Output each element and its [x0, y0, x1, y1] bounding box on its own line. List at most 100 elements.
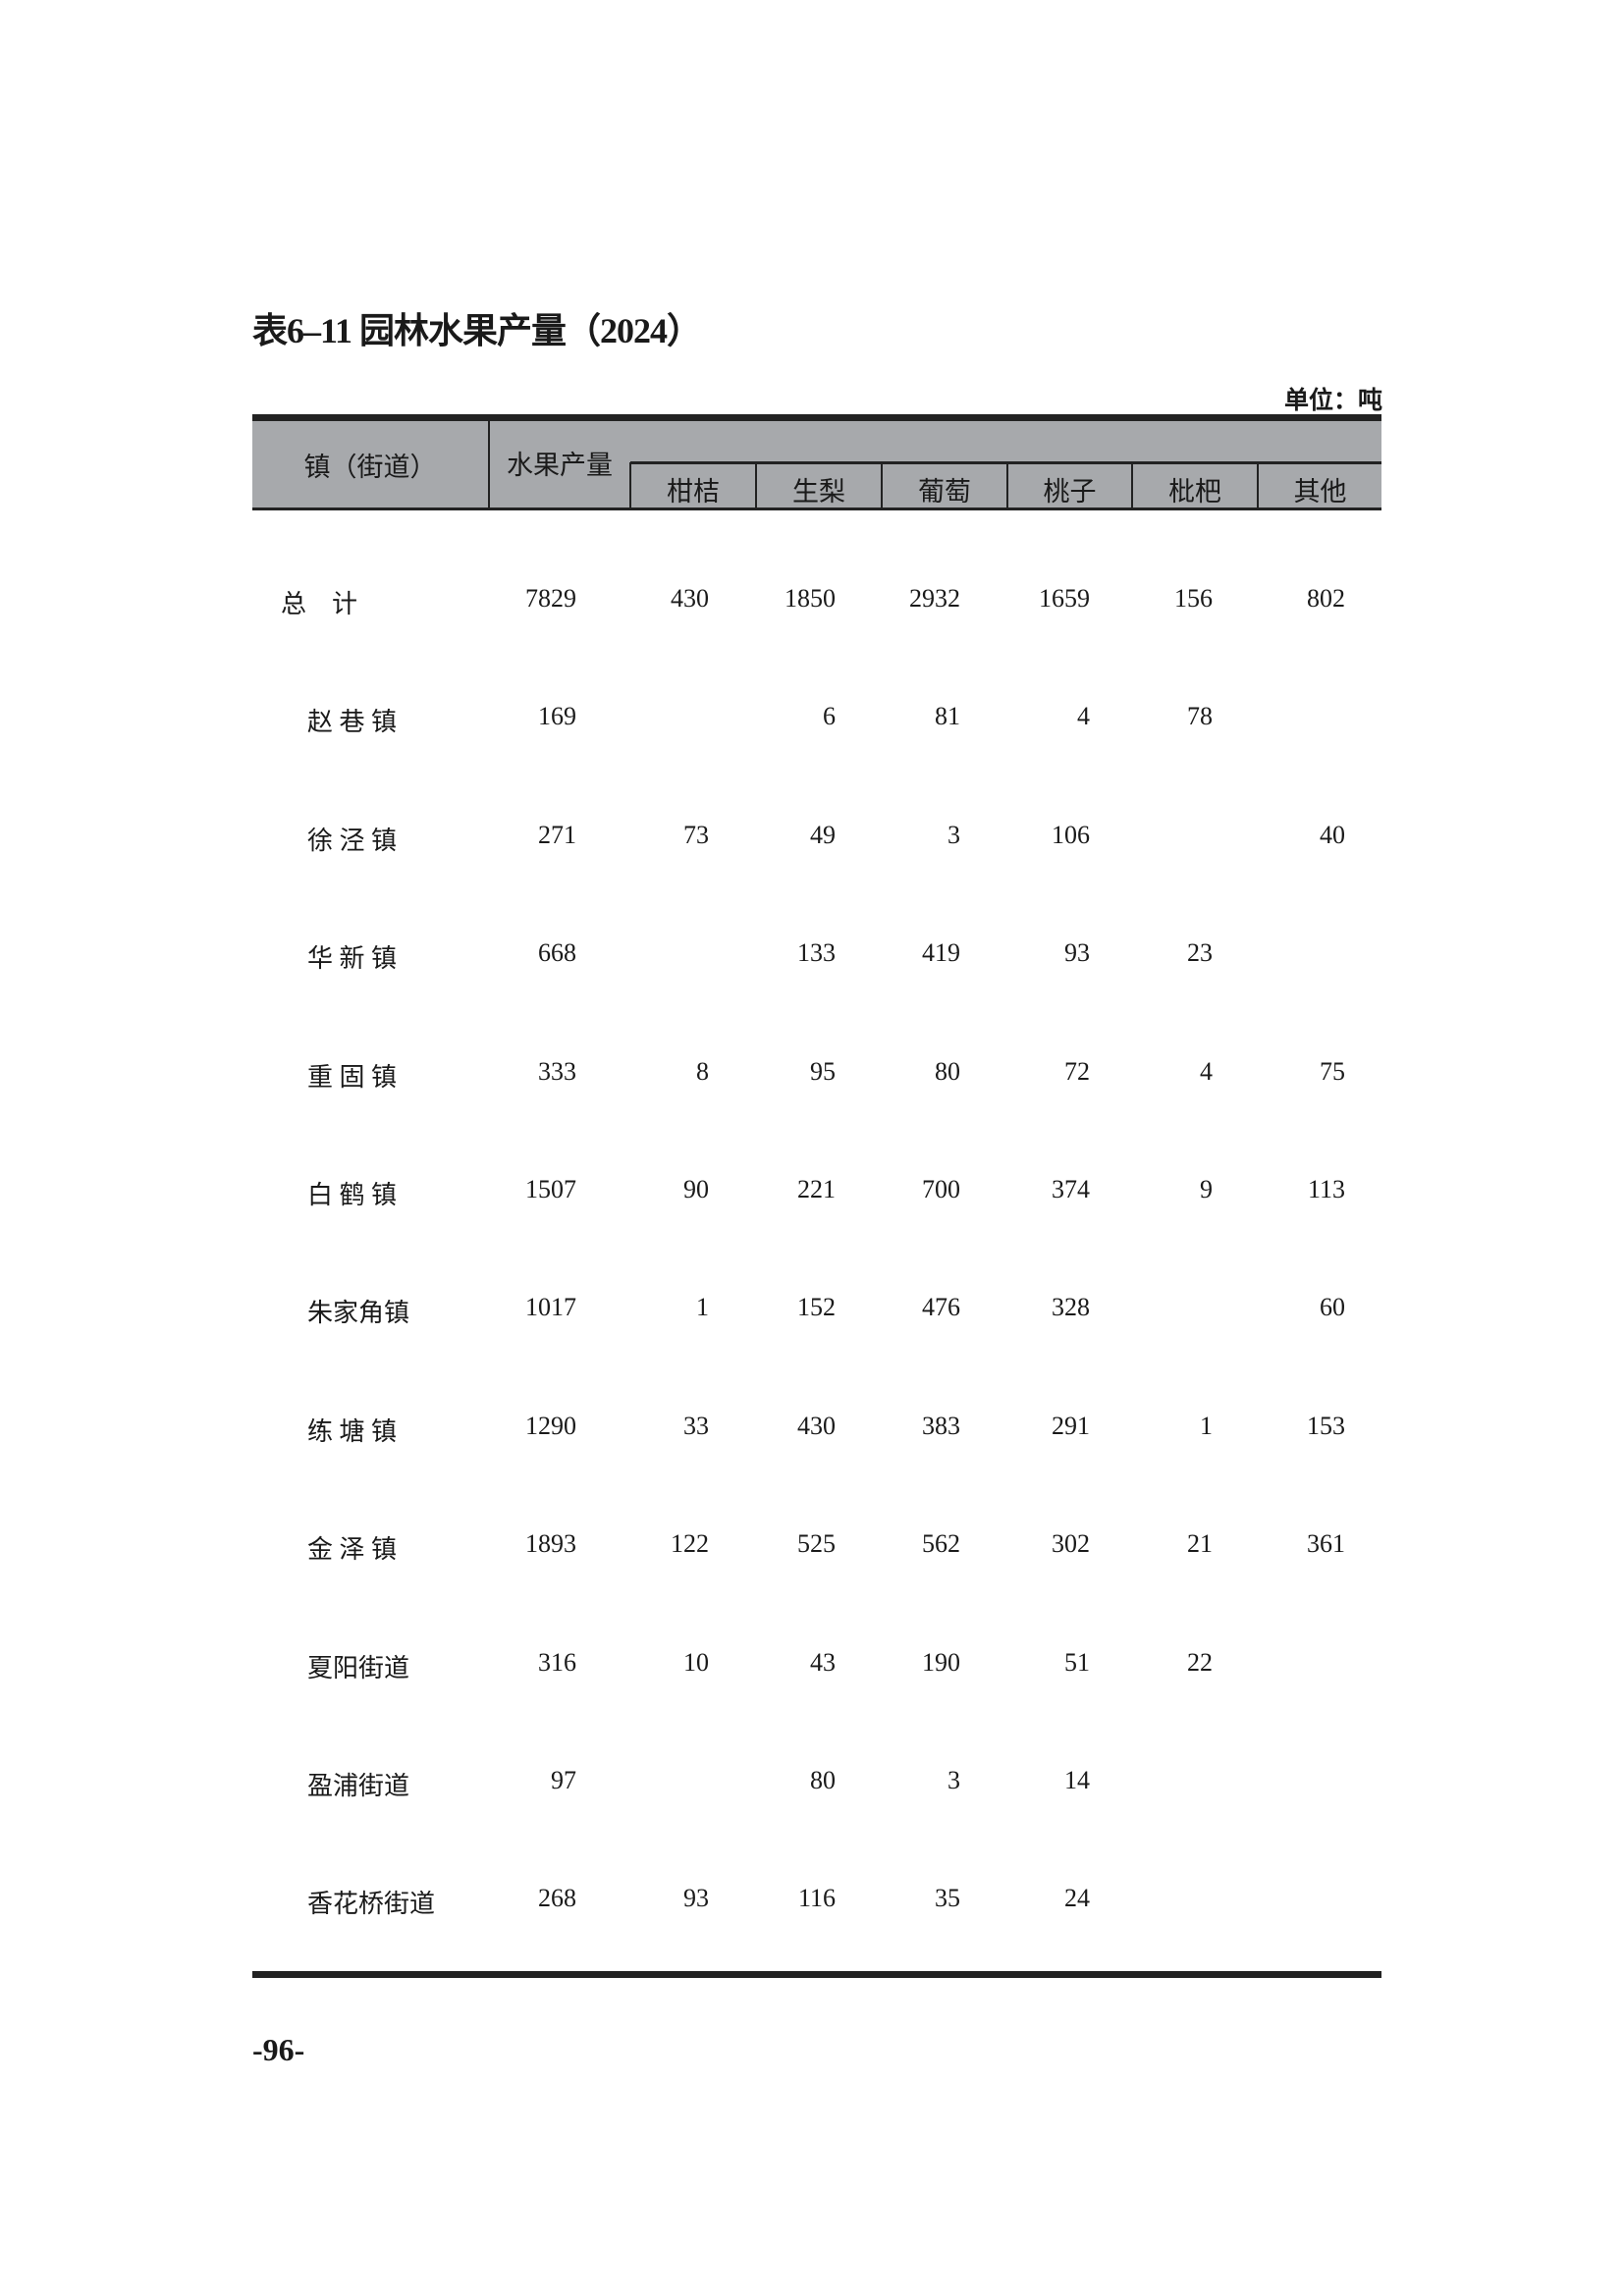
- row-label: 朱家角镇: [307, 1299, 410, 1328]
- divider: [1131, 462, 1133, 507]
- cell-value: 430: [797, 1411, 836, 1440]
- cell-value: 22: [1187, 1647, 1213, 1677]
- cell-value: 1: [1200, 1411, 1213, 1440]
- cell-value: 4: [1077, 702, 1090, 731]
- row-label: 总 计: [281, 590, 358, 618]
- header-region: 镇（街道）: [303, 453, 437, 482]
- cell-value: 1659: [1039, 584, 1090, 613]
- unit-label: 单位：吨: [1283, 388, 1382, 414]
- cell-value: 113: [1307, 1175, 1345, 1203]
- cell-value: 33: [683, 1411, 709, 1440]
- header-fruit: 柑桔: [667, 477, 720, 507]
- cell-value: 153: [1307, 1411, 1345, 1440]
- table-row: 白 鹤 镇 1507 90 221 700 374 9 113: [0, 1175, 1624, 1214]
- cell-value: 268: [538, 1884, 576, 1913]
- cell-value: 116: [797, 1884, 836, 1913]
- divider: [881, 462, 883, 507]
- cell-value: 152: [797, 1293, 836, 1322]
- cell-value: 374: [1052, 1175, 1090, 1203]
- table-row: 重 固 镇 333 8 95 80 72 4 75: [0, 1057, 1624, 1096]
- cell-value: 7829: [525, 584, 576, 613]
- row-label: 白 鹤 镇: [307, 1181, 398, 1209]
- cell-value: 73: [683, 820, 709, 849]
- cell-value: 221: [797, 1175, 836, 1203]
- header-fruit: 桃子: [1043, 477, 1097, 507]
- cell-value: 1: [696, 1293, 709, 1322]
- cell-value: 361: [1307, 1529, 1345, 1559]
- cell-value: 9: [1200, 1175, 1213, 1203]
- cell-value: 35: [935, 1884, 960, 1913]
- cell-value: 23: [1187, 938, 1213, 968]
- cell-value: 51: [1064, 1647, 1090, 1677]
- header-fruit: 其他: [1293, 477, 1347, 507]
- subheader-rule: [630, 461, 1381, 464]
- table-header: 镇（街道） 水果产量 柑桔 生梨 葡萄 桃子 枇杷 其他: [252, 421, 1381, 510]
- table-row: 练 塘 镇 1290 33 430 383 291 1 153: [0, 1412, 1624, 1451]
- table-row: 金 泽 镇 1893 122 525 562 302 21 361: [0, 1529, 1624, 1569]
- cell-value: 190: [922, 1647, 960, 1677]
- divider: [488, 421, 490, 507]
- bottom-rule: [252, 1971, 1381, 1978]
- cell-value: 60: [1320, 1293, 1345, 1322]
- cell-value: 10: [683, 1647, 709, 1677]
- header-fruit: 生梨: [792, 477, 845, 507]
- divider: [1006, 462, 1008, 507]
- cell-value: 383: [922, 1411, 960, 1440]
- cell-value: 668: [538, 938, 576, 968]
- cell-value: 97: [551, 1766, 576, 1794]
- divider: [629, 462, 631, 507]
- cell-value: 122: [671, 1529, 709, 1559]
- cell-value: 49: [810, 820, 836, 849]
- cell-value: 562: [922, 1529, 960, 1559]
- row-label: 徐 泾 镇: [307, 826, 398, 855]
- cell-value: 156: [1174, 584, 1213, 613]
- cell-value: 93: [683, 1884, 709, 1913]
- cell-value: 24: [1064, 1884, 1090, 1913]
- cell-value: 133: [797, 938, 836, 968]
- header-fruit: 枇杷: [1168, 477, 1221, 507]
- cell-value: 3: [947, 820, 960, 849]
- table-row: 香花桥街道 268 93 116 35 24: [0, 1884, 1624, 1923]
- cell-value: 81: [935, 702, 960, 731]
- cell-value: 525: [797, 1529, 836, 1559]
- cell-value: 4: [1200, 1056, 1213, 1086]
- table-row: 朱家角镇 1017 1 152 476 328 60: [0, 1293, 1624, 1332]
- row-label: 华 新 镇: [307, 944, 398, 974]
- table-row: 华 新 镇 668 133 419 93 23: [0, 938, 1624, 978]
- table-row: 盈浦街道 97 80 3 14: [0, 1766, 1624, 1805]
- cell-value: 40: [1320, 820, 1345, 849]
- cell-value: 328: [1052, 1293, 1090, 1322]
- row-label: 重 固 镇: [307, 1062, 398, 1092]
- top-rule: [252, 414, 1381, 421]
- cell-value: 72: [1064, 1056, 1090, 1086]
- cell-value: 333: [538, 1056, 576, 1086]
- cell-value: 75: [1320, 1056, 1345, 1086]
- table-row: 赵 巷 镇 169 6 81 4 78: [0, 702, 1624, 741]
- cell-value: 43: [810, 1647, 836, 1677]
- cell-value: 1850: [785, 584, 836, 613]
- cell-value: 419: [922, 938, 960, 968]
- cell-value: 80: [935, 1056, 960, 1086]
- row-label: 夏阳街道: [307, 1653, 410, 1682]
- row-label: 盈浦街道: [307, 1772, 410, 1800]
- cell-value: 8: [696, 1056, 709, 1086]
- cell-value: 1017: [525, 1293, 576, 1322]
- cell-value: 14: [1064, 1766, 1090, 1794]
- cell-value: 169: [538, 702, 576, 731]
- cell-value: 1507: [525, 1175, 576, 1203]
- cell-value: 802: [1307, 584, 1345, 613]
- cell-value: 80: [810, 1766, 836, 1794]
- table-row: 夏阳街道 316 10 43 190 51 22: [0, 1648, 1624, 1687]
- cell-value: 21: [1187, 1529, 1213, 1559]
- header-fruit: 葡萄: [918, 477, 971, 507]
- table-row: 徐 泾 镇 271 73 49 3 106 40: [0, 821, 1624, 860]
- cell-value: 95: [810, 1056, 836, 1086]
- divider: [1257, 462, 1259, 507]
- cell-value: 93: [1064, 938, 1090, 968]
- table-title: 表6–11 园林水果产量（2024）: [252, 311, 702, 350]
- cell-value: 476: [922, 1293, 960, 1322]
- page-number: -96-: [252, 2032, 305, 2067]
- cell-value: 700: [922, 1175, 960, 1203]
- cell-value: 1290: [525, 1411, 576, 1440]
- header-total: 水果产量: [507, 451, 613, 480]
